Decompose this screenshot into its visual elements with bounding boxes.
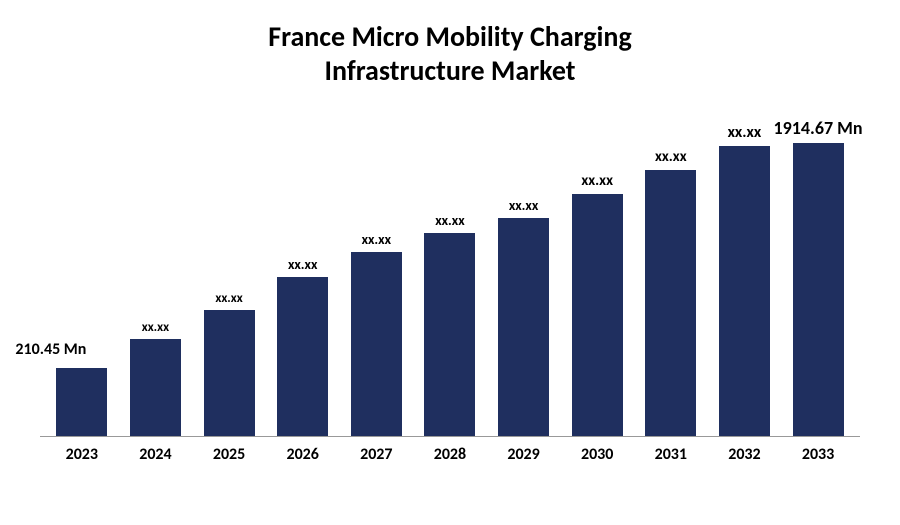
bar-value-label: xx.xx xyxy=(142,320,169,335)
bar xyxy=(351,252,402,436)
bar xyxy=(56,368,107,436)
bar-group: 1914.67 Mn xyxy=(782,117,855,436)
bar-value-label: xx.xx xyxy=(362,231,391,248)
bar-value-label: xx.xx xyxy=(581,172,613,190)
x-axis-label: 2027 xyxy=(340,445,413,464)
x-axis-label: 2025 xyxy=(193,445,266,464)
bar xyxy=(204,310,255,436)
bar-value-label: 1914.67 Mn xyxy=(774,117,863,139)
bar-value-label: xx.xx xyxy=(655,148,687,166)
x-axis-label: 2030 xyxy=(561,445,634,464)
bar xyxy=(424,233,475,436)
bar-value-label: 210.45 Mn xyxy=(15,340,86,359)
bar-value-label: xx.xx xyxy=(215,291,242,306)
bar-value-label: xx.xx xyxy=(509,197,538,214)
chart-area: 210.45 Mn xx.xx xx.xx xx.xx xx.xx xx.xx xx.xx x… xyxy=(40,117,860,437)
bar xyxy=(130,339,181,436)
x-axis-label: 2033 xyxy=(782,445,855,464)
x-axis-label: 2032 xyxy=(708,445,781,464)
bar-group: xx.xx xyxy=(634,117,707,436)
bar-group: xx.xx xyxy=(487,117,560,436)
x-axis-labels: 2023202420252026202720282029203020312032… xyxy=(40,437,860,464)
x-axis-label: 2023 xyxy=(45,445,118,464)
bar xyxy=(498,218,549,436)
bar xyxy=(572,194,623,436)
bar-group: xx.xx xyxy=(340,117,413,436)
x-axis-label: 2028 xyxy=(413,445,486,464)
bar-group: xx.xx xyxy=(266,117,339,436)
x-axis-label: 2024 xyxy=(119,445,192,464)
bar-value-label: xx.xx xyxy=(435,212,464,229)
title-line-1: France Micro Mobility Charging xyxy=(40,20,860,54)
bar-group: xx.xx xyxy=(193,117,266,436)
bar-group: xx.xx xyxy=(708,117,781,436)
chart-container: 210.45 Mn xx.xx xx.xx xx.xx xx.xx xx.xx xx.xx x… xyxy=(40,117,860,477)
bar-group: xx.xx xyxy=(561,117,634,436)
title-line-2: Infrastructure Market xyxy=(40,54,860,88)
bar-group: xx.xx xyxy=(413,117,486,436)
chart-title: France Micro Mobility Charging Infrastru… xyxy=(40,20,860,87)
x-axis-label: 2026 xyxy=(266,445,339,464)
bars-row: 210.45 Mn xx.xx xx.xx xx.xx xx.xx xx.xx xx.xx x… xyxy=(40,117,860,436)
x-axis-label: 2029 xyxy=(487,445,560,464)
bar xyxy=(719,146,770,436)
bar-group: 210.45 Mn xyxy=(45,117,118,436)
bar xyxy=(645,170,696,436)
x-axis-label: 2031 xyxy=(634,445,707,464)
bar-value-label: xx.xx xyxy=(288,256,317,273)
bar xyxy=(793,143,844,436)
bar-value-label: xx.xx xyxy=(728,123,762,142)
bar xyxy=(277,277,328,437)
bar-group: xx.xx xyxy=(119,117,192,436)
